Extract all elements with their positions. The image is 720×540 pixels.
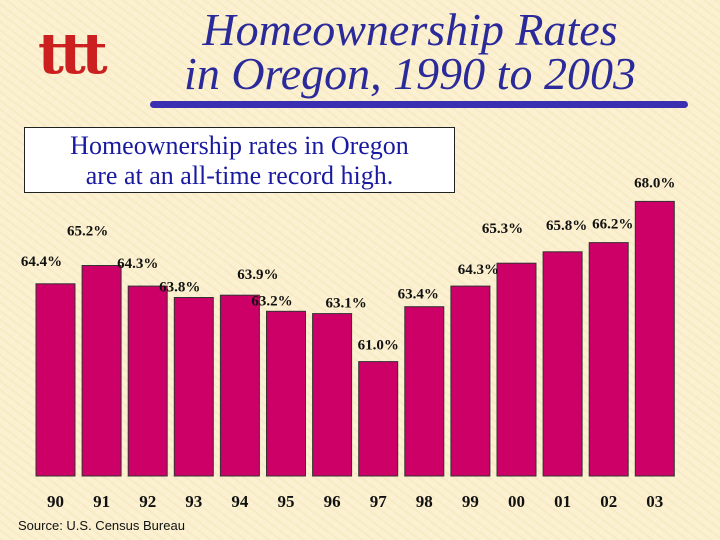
x-tick-label-95: 95 xyxy=(278,492,295,511)
bar-00 xyxy=(496,262,537,477)
source-note: Source: U.S. Census Bureau xyxy=(18,518,185,533)
x-tick-label-02: 02 xyxy=(600,492,617,511)
page-title-line-2: in Oregon, 1990 to 2003 xyxy=(184,48,636,99)
title-underline-rule xyxy=(150,101,688,108)
x-tick-label-92: 92 xyxy=(139,492,156,511)
value-label-02: 66.2% xyxy=(592,217,633,233)
value-label-90: 64.4% xyxy=(21,254,62,270)
page-title-line-1: Homeownership Rates xyxy=(202,4,618,55)
x-tick-label-97: 97 xyxy=(370,492,388,511)
value-label-96: 63.1% xyxy=(325,296,366,312)
x-tick-label-94: 94 xyxy=(231,492,249,511)
iii-logo: ttt xyxy=(38,21,108,87)
x-tick-label-90: 90 xyxy=(47,492,64,511)
x-tick-label-00: 00 xyxy=(508,492,525,511)
value-label-94: 63.9% xyxy=(237,267,278,283)
bar-92 xyxy=(127,285,168,477)
x-tick-label-01: 01 xyxy=(554,492,571,511)
bar-91 xyxy=(81,265,122,477)
value-label-93: 63.8% xyxy=(159,280,200,296)
value-label-95: 63.2% xyxy=(251,293,292,309)
value-label-00: 65.3% xyxy=(482,221,523,237)
x-tick-label-91: 91 xyxy=(93,492,110,511)
bar-02 xyxy=(588,242,629,477)
x-tick-label-93: 93 xyxy=(185,492,202,511)
bar-93 xyxy=(173,297,214,477)
bar-90 xyxy=(35,283,76,477)
x-tick-label-99: 99 xyxy=(462,492,479,511)
value-label-91: 65.2% xyxy=(67,224,108,240)
callout-line-2: are at an all-time record high. xyxy=(85,161,394,190)
value-label-01: 65.8% xyxy=(546,218,587,234)
value-label-92: 64.3% xyxy=(117,256,158,272)
bar-94 xyxy=(219,294,260,477)
x-tick-label-03: 03 xyxy=(646,492,663,511)
value-labels: 64.4%65.2%64.3%63.8%63.9%63.2% 63.1%61.0%… xyxy=(21,175,676,353)
bar-03 xyxy=(634,200,675,477)
callout-line-1: Homeownership rates in Oregon xyxy=(70,131,409,160)
bar-99 xyxy=(450,285,491,477)
bar-96 xyxy=(312,313,353,477)
value-label-97: 61.0% xyxy=(358,338,399,354)
x-axis-labels: 90 91 92 93 94 95 96 97 98 99 00 01 02 03 xyxy=(47,492,663,511)
callout-box: Homeownership rates in Oregon are at an … xyxy=(24,127,455,193)
bar-98 xyxy=(404,306,445,477)
x-tick-label-96: 96 xyxy=(324,492,341,511)
bar-95 xyxy=(266,310,306,477)
bar-01 xyxy=(542,251,583,477)
bar-series xyxy=(35,200,675,477)
bar-97 xyxy=(358,361,399,477)
x-tick-label-98: 98 xyxy=(416,492,433,511)
value-label-99: 64.3% xyxy=(458,262,499,278)
value-label-03: 68.0% xyxy=(634,175,675,191)
value-label-98: 63.4% xyxy=(398,287,439,303)
